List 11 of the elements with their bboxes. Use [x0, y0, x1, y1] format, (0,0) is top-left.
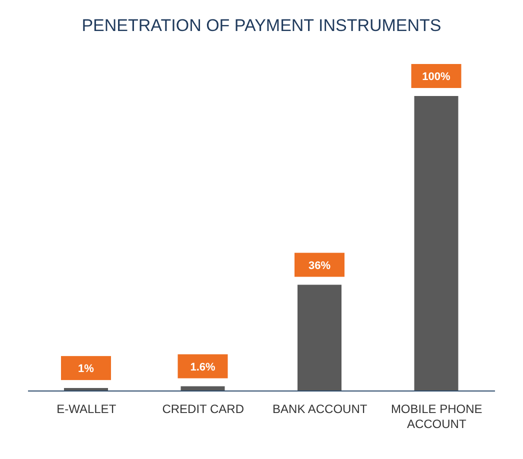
data-label: 1%: [78, 363, 94, 376]
data-label: 1.6%: [190, 361, 216, 374]
bar: [298, 284, 342, 391]
chart-title: PENETRATION OF PAYMENT INSTRUMENTS: [80, 16, 442, 37]
data-label: 36%: [308, 260, 331, 272]
x-tick-label: E-WALLET: [56, 402, 117, 416]
x-tick-label: MOBILE PHONE ACCOUNT: [390, 402, 482, 431]
x-tick-label: CREDIT CARD: [162, 402, 244, 416]
bar: [414, 96, 458, 391]
data-label: 100%: [422, 71, 451, 83]
x-tick-label: BANK ACCOUNT: [272, 402, 368, 416]
